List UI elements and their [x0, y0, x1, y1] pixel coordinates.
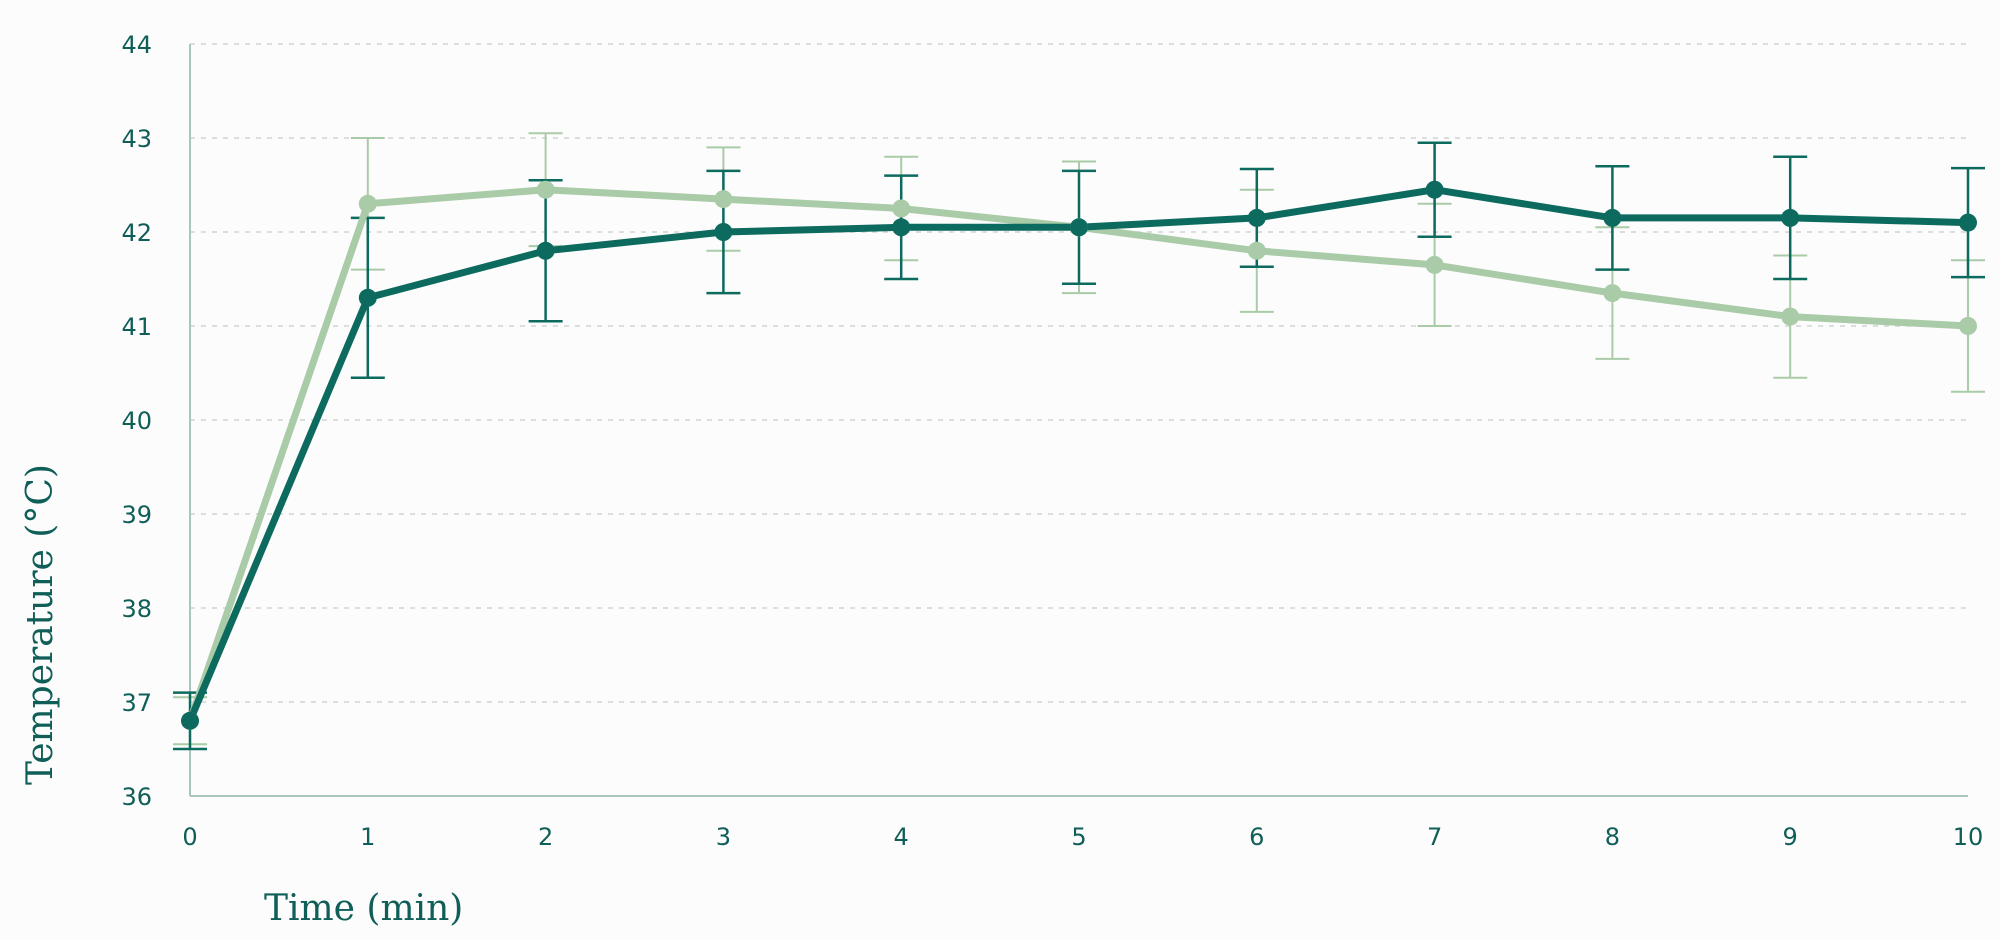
- data-points: [181, 180, 1977, 730]
- data-point-series-1: [536, 180, 555, 199]
- data-point-series-1: [1425, 255, 1444, 274]
- y-tick-label: 37: [121, 689, 152, 717]
- y-tick-label: 36: [121, 783, 152, 811]
- data-point-series-2: [1070, 218, 1088, 237]
- x-tick-label: 5: [1071, 823, 1086, 851]
- data-point-series-2: [536, 241, 555, 260]
- grid-lines: [190, 43, 1968, 703]
- x-tick-label: 6: [1249, 823, 1264, 851]
- data-point-series-1: [892, 199, 911, 218]
- data-point-series-2: [1781, 208, 1800, 227]
- data-point-series-1: [1781, 307, 1800, 326]
- data-point-series-1: [1603, 284, 1622, 303]
- x-tick-label: 3: [716, 823, 731, 851]
- data-point-series-2: [1959, 213, 1977, 232]
- data-point-series-1: [714, 190, 733, 209]
- x-tick-label: 4: [894, 823, 909, 851]
- data-point-series-2: [1247, 208, 1266, 227]
- data-point-series-2: [714, 223, 733, 241]
- y-tick-label: 41: [121, 313, 152, 341]
- x-tick-label: 10: [1953, 823, 1984, 851]
- x-tick-label: 2: [538, 823, 553, 851]
- y-tick-label: 39: [121, 501, 152, 529]
- data-point-series-1: [358, 194, 377, 213]
- x-tick-label: 7: [1427, 823, 1442, 851]
- y-tick-label: 44: [121, 31, 152, 59]
- y-axis-title: Temperature (°C): [20, 464, 61, 785]
- data-point-series-2: [1603, 208, 1622, 227]
- data-point-series-2: [1425, 180, 1444, 199]
- x-tick-label: 8: [1605, 823, 1620, 851]
- tick-labels: 36 37 38 39 40 41 42 43 44 0 1 2 3 4 5 6 7 8 9 10: [121, 31, 1983, 851]
- y-tick-label: 42: [121, 219, 152, 247]
- data-point-series-1: [1959, 317, 1977, 335]
- y-tick-label: 40: [121, 407, 152, 435]
- data-point-series-1: [1247, 241, 1266, 260]
- x-tick-label: 9: [1783, 823, 1798, 851]
- data-point-series-2: [358, 288, 377, 307]
- x-axis-title: Time (min): [264, 888, 463, 929]
- data-point-series-2: [892, 218, 911, 237]
- data-point-series-2: [181, 711, 199, 730]
- x-tick-label: 1: [360, 823, 375, 851]
- y-tick-label: 38: [121, 595, 152, 623]
- axes: [189, 44, 1968, 797]
- y-tick-label: 43: [121, 125, 152, 153]
- x-tick-label: 0: [182, 823, 197, 851]
